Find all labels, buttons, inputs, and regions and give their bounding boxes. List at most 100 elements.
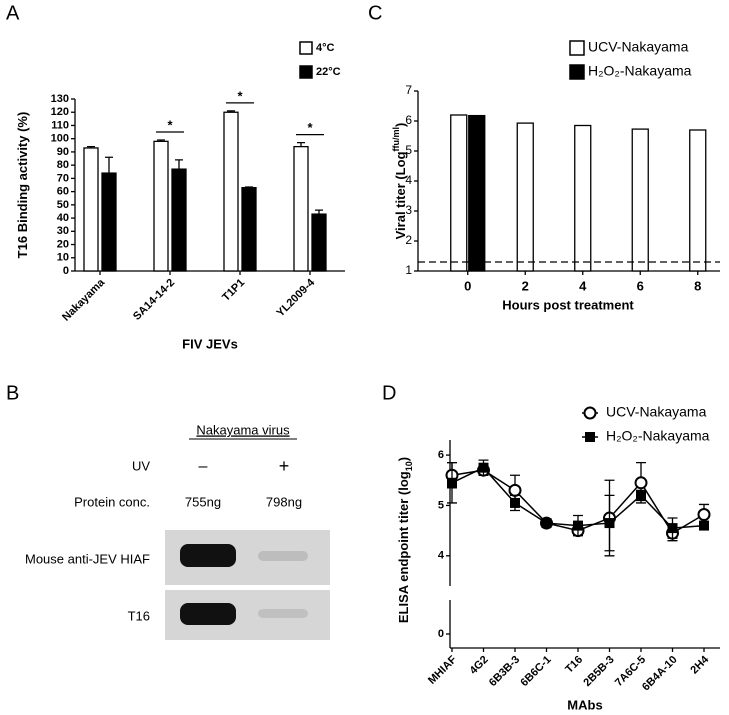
panel-letter: D bbox=[382, 382, 396, 404]
y-tick-label: 70 bbox=[57, 172, 69, 184]
y-tick-label: 60 bbox=[57, 186, 69, 198]
x-tick-label: 6B6C-1 bbox=[518, 654, 553, 689]
bar bbox=[153, 140, 169, 272]
blot-band bbox=[180, 603, 236, 625]
marker bbox=[604, 518, 615, 529]
x-tick-label: 6B4A-10 bbox=[640, 654, 680, 694]
y-axis-label: Viral titer (Logffu/ml) bbox=[391, 123, 408, 240]
y-tick-label: 5 bbox=[438, 499, 444, 511]
error-bar bbox=[297, 142, 305, 147]
x-tick-label: 8 bbox=[694, 278, 701, 293]
panel-letter: C bbox=[368, 2, 382, 24]
y-tick-label: 0 bbox=[63, 265, 69, 277]
y-tick-label: 6 bbox=[405, 113, 412, 127]
y-tick-label: 10 bbox=[57, 252, 69, 264]
bar bbox=[223, 111, 239, 272]
bar bbox=[101, 172, 117, 272]
x-tick-label: 6B3B-3 bbox=[487, 654, 522, 689]
y-axis-label: T16 Binding activity (%) bbox=[15, 112, 30, 259]
bar bbox=[311, 213, 327, 272]
legend-marker bbox=[585, 432, 595, 442]
legend-label: H₂O₂-Nakayama bbox=[606, 428, 710, 444]
y-tick-label: 20 bbox=[57, 238, 69, 250]
row-header: UV bbox=[132, 458, 150, 473]
legend-label: 22°C bbox=[316, 66, 341, 78]
x-tick-label: Nakayama bbox=[60, 276, 108, 324]
legend-swatch bbox=[299, 65, 313, 79]
x-tick-label: 0 bbox=[464, 278, 471, 293]
panel-letter: A bbox=[6, 2, 20, 24]
error-bar bbox=[157, 139, 165, 142]
marker bbox=[699, 520, 709, 531]
blot-title: Nakayama virus bbox=[196, 422, 290, 437]
x-tick-label: 4G2 bbox=[467, 654, 490, 677]
x-tick-label: 2B5B-3 bbox=[581, 654, 616, 689]
treatment: – bbox=[199, 458, 208, 475]
error-bar bbox=[87, 145, 95, 148]
significance-mark: * bbox=[167, 117, 173, 132]
blot-band bbox=[258, 609, 308, 618]
x-tick-label: SA14-14-2 bbox=[131, 277, 177, 323]
chart-panel: D 0 4 5 6 ELISA endpoint titer (log10) MAbs MHI… bbox=[382, 382, 720, 712]
error-bar bbox=[227, 110, 235, 113]
y-tick-label: 100 bbox=[51, 133, 69, 145]
marker bbox=[478, 462, 489, 473]
y-label-superscript: ffu/ml bbox=[391, 127, 401, 152]
y-tick-label: 130 bbox=[51, 93, 69, 105]
blot-panel: B Nakayama virus UV – + Protein conc. 75… bbox=[6, 382, 330, 640]
y-tick-label: 4 bbox=[438, 550, 445, 562]
y-axis-label: ELISA endpoint titer (log10) bbox=[396, 457, 414, 623]
bar bbox=[689, 129, 707, 272]
x-tick-label: T1P1 bbox=[220, 277, 247, 304]
y-label-text: ELISA endpoint titer (log bbox=[396, 471, 411, 623]
x-axis-label: FIV JEVs bbox=[182, 336, 238, 351]
marker bbox=[636, 490, 646, 501]
protein-amount: 755ng bbox=[185, 494, 221, 509]
treatment: + bbox=[279, 456, 290, 476]
y-tick-label: 30 bbox=[57, 225, 69, 237]
significance-mark: * bbox=[307, 120, 313, 135]
y-tick-label: 110 bbox=[51, 119, 69, 131]
y-label-end: ) bbox=[393, 123, 408, 127]
legend-label: UCV-Nakayama bbox=[588, 39, 689, 55]
bar bbox=[516, 122, 534, 272]
legend-marker bbox=[583, 406, 597, 420]
y-label-end: ) bbox=[396, 457, 411, 461]
bar bbox=[450, 114, 468, 272]
legend-swatch bbox=[569, 40, 585, 56]
bar bbox=[468, 114, 486, 272]
bar bbox=[574, 124, 592, 272]
y-tick-label: 1 bbox=[405, 263, 412, 277]
marker bbox=[634, 476, 648, 490]
x-tick-label: 4 bbox=[579, 278, 587, 293]
x-tick-label: 2H4 bbox=[688, 653, 711, 676]
legend-swatch bbox=[299, 41, 313, 55]
chart-panel: C 1 2 3 4 5 6 7 Viral titer (Logffu/ml) Hours pos… bbox=[368, 2, 720, 312]
y-tick-label: 4 bbox=[405, 173, 412, 187]
x-tick-label: YL2009-4 bbox=[275, 276, 318, 319]
legend-swatch bbox=[569, 64, 585, 80]
legend-label: 4°C bbox=[316, 42, 335, 54]
y-tick-label: 50 bbox=[57, 199, 69, 211]
marker bbox=[697, 508, 711, 522]
x-axis-label: Hours post treatment bbox=[502, 297, 634, 312]
marker bbox=[510, 497, 520, 508]
bar bbox=[83, 147, 99, 272]
row-header: Protein conc. bbox=[74, 494, 150, 509]
y-tick-label: 2 bbox=[405, 233, 412, 247]
error-bar bbox=[245, 186, 253, 188]
x-tick-label: MHIAF bbox=[426, 653, 459, 686]
error-bar bbox=[105, 156, 113, 174]
marker bbox=[508, 483, 522, 497]
blot-band bbox=[180, 544, 236, 567]
y-tick-label: 90 bbox=[57, 146, 69, 158]
blot-row-label: T16 bbox=[128, 608, 150, 623]
marker bbox=[541, 518, 552, 529]
y-tick-label: 3 bbox=[405, 203, 412, 217]
y-tick-label: 7 bbox=[405, 83, 412, 97]
y-label-text: Viral titer (Log bbox=[393, 151, 408, 239]
y-tick-label: 5 bbox=[405, 143, 412, 157]
x-tick-label: 6 bbox=[637, 278, 644, 293]
